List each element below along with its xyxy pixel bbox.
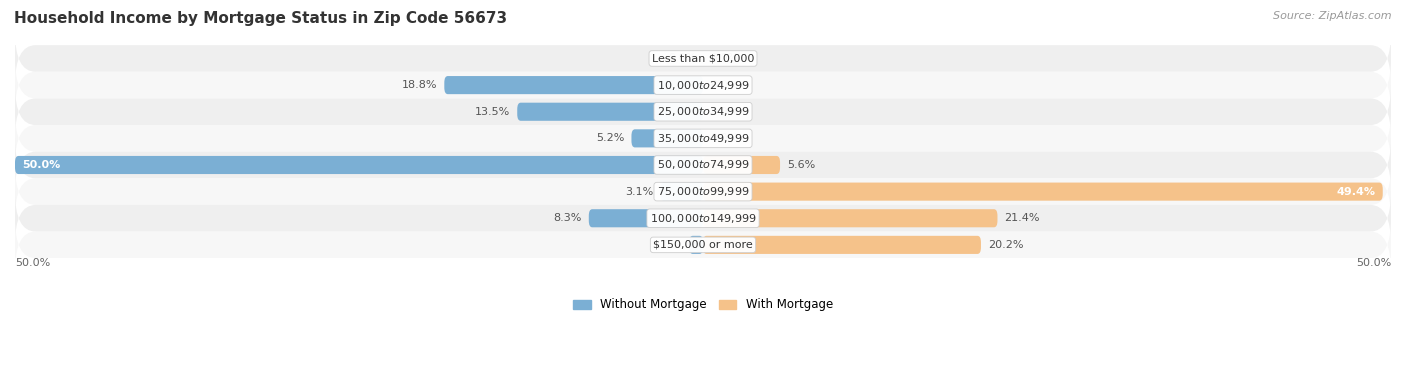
Text: 18.8%: 18.8%	[402, 80, 437, 90]
Text: 13.5%: 13.5%	[475, 107, 510, 117]
Text: 1.0%: 1.0%	[654, 240, 682, 250]
FancyBboxPatch shape	[15, 112, 1391, 165]
Text: 8.3%: 8.3%	[554, 213, 582, 223]
FancyBboxPatch shape	[689, 236, 703, 254]
Legend: Without Mortgage, With Mortgage: Without Mortgage, With Mortgage	[568, 294, 838, 316]
FancyBboxPatch shape	[15, 192, 1391, 245]
Text: $50,000 to $74,999: $50,000 to $74,999	[657, 158, 749, 172]
Text: 0.0%: 0.0%	[668, 54, 696, 63]
Text: Source: ZipAtlas.com: Source: ZipAtlas.com	[1274, 11, 1392, 21]
FancyBboxPatch shape	[517, 103, 703, 121]
Text: 0.0%: 0.0%	[710, 107, 738, 117]
Text: 20.2%: 20.2%	[988, 240, 1024, 250]
FancyBboxPatch shape	[703, 156, 780, 174]
Text: Household Income by Mortgage Status in Zip Code 56673: Household Income by Mortgage Status in Z…	[14, 11, 508, 26]
Text: $75,000 to $99,999: $75,000 to $99,999	[657, 185, 749, 198]
FancyBboxPatch shape	[703, 209, 997, 227]
Text: $35,000 to $49,999: $35,000 to $49,999	[657, 132, 749, 145]
Text: 5.2%: 5.2%	[596, 133, 624, 143]
Text: 0.0%: 0.0%	[710, 133, 738, 143]
Text: 3.1%: 3.1%	[626, 187, 654, 197]
FancyBboxPatch shape	[631, 129, 703, 147]
Text: $150,000 or more: $150,000 or more	[654, 240, 752, 250]
Text: 0.0%: 0.0%	[710, 80, 738, 90]
FancyBboxPatch shape	[15, 165, 1391, 218]
FancyBboxPatch shape	[15, 58, 1391, 112]
FancyBboxPatch shape	[15, 156, 703, 174]
Text: Less than $10,000: Less than $10,000	[652, 54, 754, 63]
FancyBboxPatch shape	[15, 218, 1391, 271]
Text: 50.0%: 50.0%	[22, 160, 60, 170]
Text: 49.4%: 49.4%	[1337, 187, 1376, 197]
Text: 50.0%: 50.0%	[1355, 258, 1391, 268]
FancyBboxPatch shape	[589, 209, 703, 227]
FancyBboxPatch shape	[703, 182, 1382, 201]
FancyBboxPatch shape	[15, 85, 1391, 138]
FancyBboxPatch shape	[15, 138, 1391, 192]
Text: $25,000 to $34,999: $25,000 to $34,999	[657, 105, 749, 118]
Text: 0.0%: 0.0%	[710, 54, 738, 63]
FancyBboxPatch shape	[703, 236, 981, 254]
FancyBboxPatch shape	[661, 182, 703, 201]
Text: $100,000 to $149,999: $100,000 to $149,999	[650, 212, 756, 225]
Text: 50.0%: 50.0%	[15, 258, 51, 268]
Text: $10,000 to $24,999: $10,000 to $24,999	[657, 78, 749, 92]
FancyBboxPatch shape	[444, 76, 703, 94]
FancyBboxPatch shape	[15, 32, 1391, 85]
Text: 5.6%: 5.6%	[787, 160, 815, 170]
Text: 21.4%: 21.4%	[1004, 213, 1040, 223]
